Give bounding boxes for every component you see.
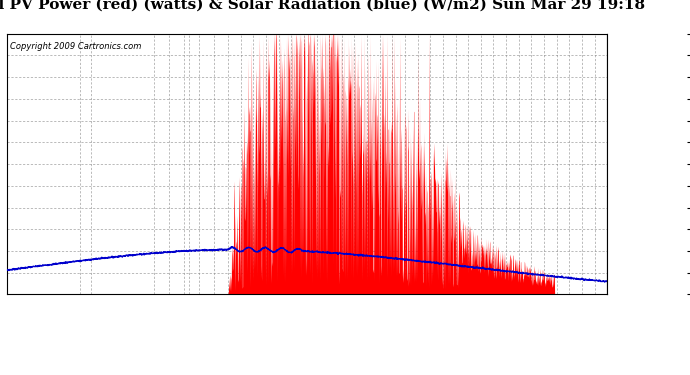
Text: Copyright 2009 Cartronics.com: Copyright 2009 Cartronics.com <box>10 42 141 51</box>
Text: Total PV Power (red) (watts) & Solar Radiation (blue) (W/m2) Sun Mar 29 19:18: Total PV Power (red) (watts) & Solar Rad… <box>0 0 645 11</box>
